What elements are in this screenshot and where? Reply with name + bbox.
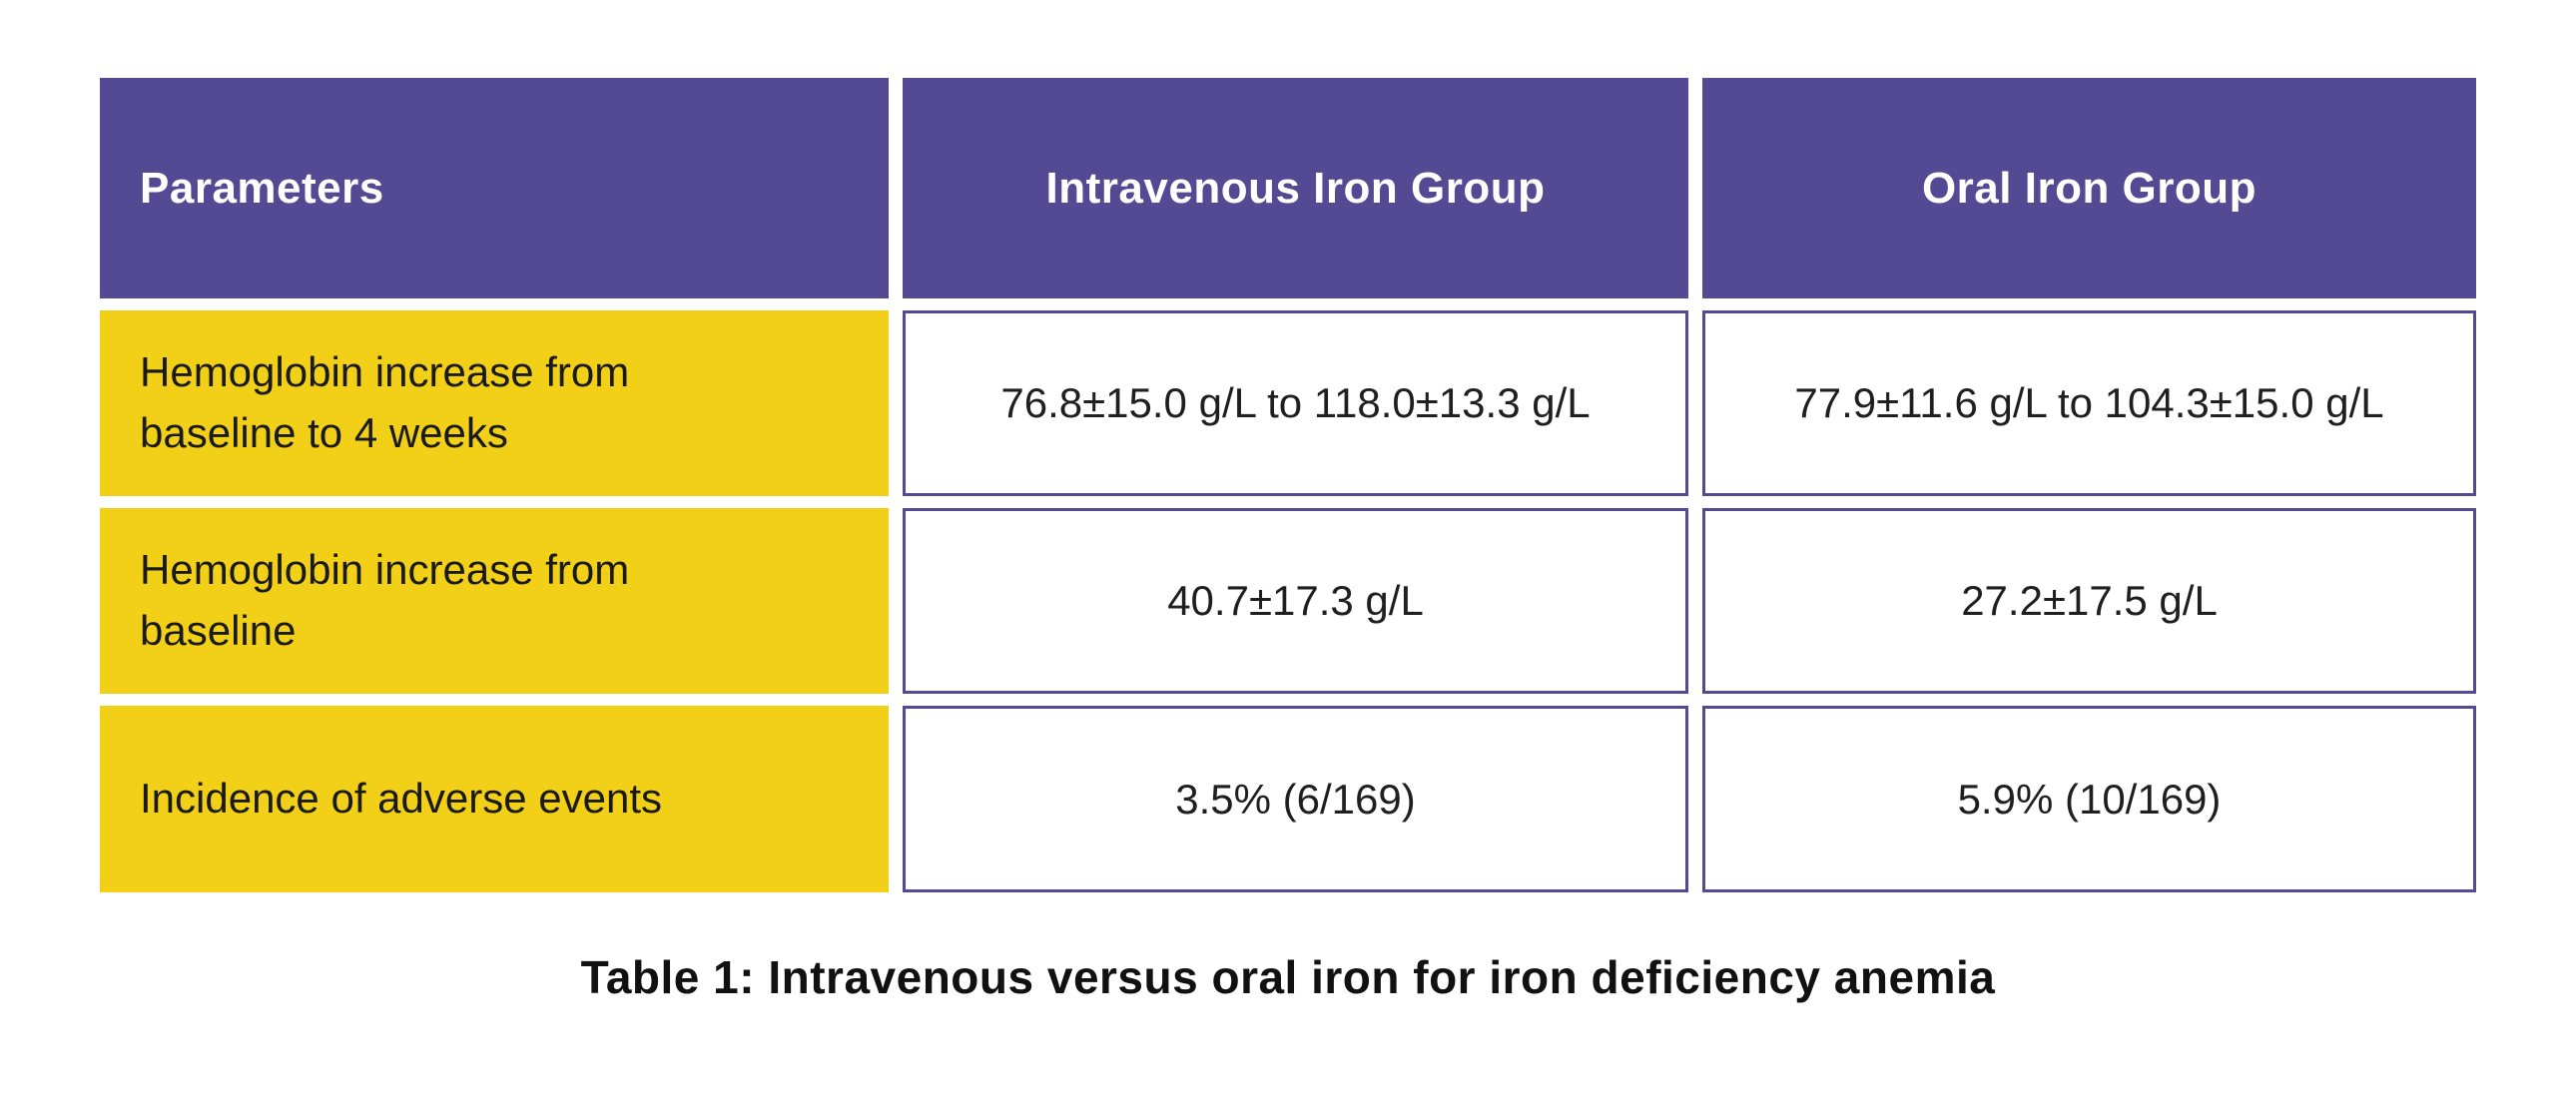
row1-parameter-label: Hemoglobin increase from baseline to 4 w… — [100, 310, 889, 496]
row1-intravenous-value: 76.8±15.0 g/L to 118.0±13.3 g/L — [903, 310, 1688, 496]
column-header-parameters: Parameters — [100, 78, 889, 298]
iron-comparison-table: Parameters Intravenous Iron Group Oral I… — [100, 78, 2476, 892]
table-caption: Table 1: Intravenous versus oral iron fo… — [580, 951, 1996, 1003]
row2-parameter-label: Hemoglobin increase from baseline — [100, 508, 889, 694]
column-header-intravenous-iron-group: Intravenous Iron Group — [903, 78, 1688, 298]
row2-oral-value: 27.2±17.5 g/L — [1702, 508, 2476, 694]
column-header-oral-iron-group: Oral Iron Group — [1702, 78, 2476, 298]
row3-parameter-label: Incidence of adverse events — [100, 706, 889, 892]
row3-intravenous-value: 3.5% (6/169) — [903, 706, 1688, 892]
row1-oral-value: 77.9±11.6 g/L to 104.3±15.0 g/L — [1702, 310, 2476, 496]
row3-oral-value: 5.9% (10/169) — [1702, 706, 2476, 892]
row2-intravenous-value: 40.7±17.3 g/L — [903, 508, 1688, 694]
